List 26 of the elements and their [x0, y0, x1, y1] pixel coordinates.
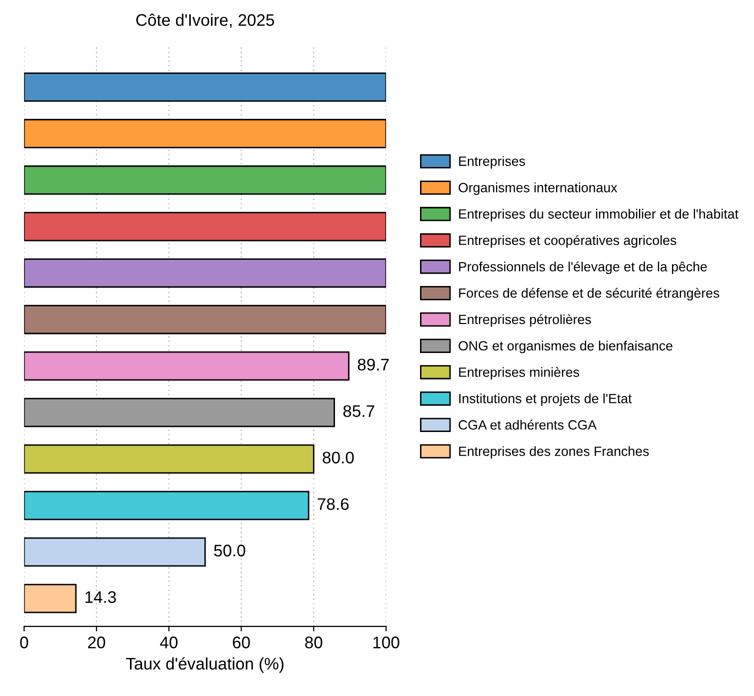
- data-label: 80.0: [322, 452, 354, 464]
- legend-label: Entreprises et coopératives agricoles: [459, 235, 676, 248]
- data-label: 85.7: [343, 405, 374, 418]
- legend-label: ONG et organismes de bienfaisance: [458, 340, 672, 354]
- x-tick-label: 20: [88, 636, 106, 648]
- x-tick-label: 0: [20, 636, 28, 648]
- legend-label: Institutions et projets de l'Etat: [459, 393, 632, 406]
- data-label: 50.0: [214, 544, 246, 556]
- data-label: 14.3: [85, 591, 116, 603]
- legend-label: Organismes internationaux: [458, 182, 618, 195]
- x-tick-label: 80: [305, 636, 322, 648]
- legend-label: Entreprises minières: [459, 366, 580, 380]
- data-label: 89.7: [358, 358, 389, 371]
- legend-label: Entreprises pétrolières: [459, 314, 591, 327]
- legend-label: Forces de défense et de sécurité étrangères: [459, 288, 720, 300]
- legend-label: Professionnels de l'élevage et de la pêche: [459, 261, 707, 274]
- legend-label: Entreprises du secteur immobilier et de l'habitat: [459, 208, 738, 222]
- legend-label: Entreprises: [459, 156, 526, 169]
- legend-label: CGA et adhérents CGA: [458, 420, 597, 430]
- data-label: 78.6: [318, 498, 349, 510]
- x-tick-label: 40: [160, 636, 178, 648]
- x-tick-label: 100: [373, 636, 400, 648]
- legend-label: Entreprises des zones Franches: [459, 446, 649, 459]
- chart-title: Côte d'Ivoire, 2025: [136, 14, 274, 28]
- x-tick-label: 60: [232, 636, 250, 648]
- x-axis-title: Taux d'évaluation (%): [126, 657, 284, 673]
